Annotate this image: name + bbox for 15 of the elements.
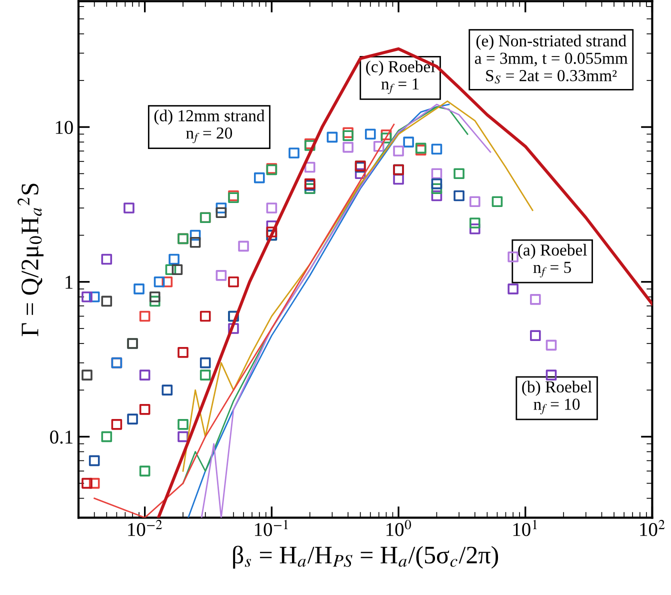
x-tick-label: 10$^{1}$ — [513, 520, 537, 536]
y-tick-label: 1 — [66, 276, 72, 289]
annotation: (d) 12mm strand n$_{f}$ = 20 — [154, 110, 265, 144]
x-tick-label: 10$^{2}$ — [640, 520, 665, 536]
annotation: (e) Non-striated strand a = 3mm, t = 0.055mm S$_{S}$ = 2at = 0.33mm² — [474, 34, 628, 84]
text: β$_{s}$ = H$_{a}$/H$_{PS}$ = H$_{a}$/(5σ$_{c}$/2π) — [233, 546, 498, 569]
annotation: (c) Roebel n$_{f}$ = 1 — [366, 60, 435, 94]
x-tick-label: 10$^{−2}$ — [128, 520, 162, 536]
y-axis-title: Γ = Q/2μ$_{0}$H$_{a}$$^{2}$S — [18, 184, 44, 336]
y-tick-label: 10 — [56, 120, 73, 134]
annotation: (a) Roebel n$_{f}$ = 5 — [518, 244, 587, 278]
x-tick-label: 10$^{−1}$ — [255, 520, 288, 536]
annotation: (b) Roebel n$_{f}$ = 10 — [522, 380, 592, 414]
y-tick-label: 0.1 — [50, 430, 72, 444]
x-tick-label: 10$^{0}$ — [386, 520, 412, 536]
